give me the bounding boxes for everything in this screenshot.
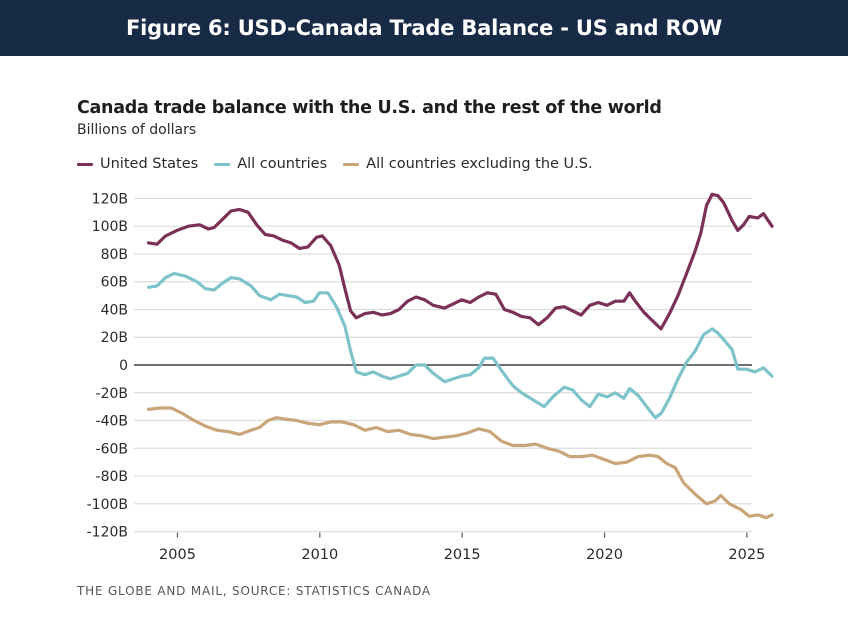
y-tick-label: -100B — [87, 497, 128, 513]
gridlines — [134, 197, 752, 533]
y-tick-label: -120B — [87, 525, 128, 541]
x-tick-label: 2005 — [159, 547, 196, 563]
x-axis: 2005 2010 2015 2020 2025 — [159, 532, 765, 563]
series-line-united-states — [146, 192, 774, 331]
y-tick-label: 0 — [119, 358, 128, 374]
legend-swatch-united-states — [77, 162, 93, 166]
legend-item-united-states: United States — [77, 156, 198, 172]
y-tick-label: 120B — [92, 191, 128, 207]
legend-label-united-states: United States — [100, 156, 199, 172]
legend-item-excluding-us: All countries excluding the U.S. — [343, 156, 593, 172]
y-tick-label: -80B — [96, 469, 128, 485]
y-tick-label: 40B — [101, 302, 128, 318]
legend-swatch-all-countries — [214, 162, 231, 166]
series-line-excluding-us — [146, 406, 774, 520]
y-tick-label: 20B — [101, 330, 128, 346]
chart-title: Canada trade balance with the U.S. and t… — [77, 98, 662, 118]
y-tick-label: -60B — [96, 441, 128, 457]
legend-label-excluding-us: All countries excluding the U.S. — [366, 156, 593, 172]
figure-title: Figure 6: USD-Canada Trade Balance - US … — [125, 16, 723, 40]
y-tick-label: -40B — [96, 414, 128, 430]
series-line-all-countries — [146, 271, 774, 420]
legend-label-all-countries: All countries — [237, 156, 328, 172]
x-tick-label: 2010 — [301, 547, 338, 563]
y-tick-label: 60B — [101, 275, 128, 291]
source-credit: THE GLOBE AND MAIL, SOURCE: STATISTICS C… — [77, 584, 431, 598]
series-lines — [146, 192, 774, 520]
y-tick-label: -20B — [96, 386, 128, 402]
chart-subtitle: Billions of dollars — [77, 122, 197, 138]
y-tick-label: 80B — [101, 247, 128, 263]
x-tick-label: 2025 — [728, 547, 765, 563]
figure-header: Figure 6: USD-Canada Trade Balance - US … — [0, 0, 848, 56]
chart-legend: United States All countries All countrie… — [77, 156, 609, 172]
x-tick-label: 2015 — [444, 547, 481, 563]
legend-item-all-countries: All countries — [214, 156, 327, 172]
y-tick-label: 100B — [92, 219, 128, 235]
legend-swatch-excluding-us — [343, 162, 360, 166]
x-tick-label: 2020 — [586, 547, 623, 563]
y-axis-tick-labels: 120B 100B 80B 60B 40B 20B 0 -20B -40B -60B -80B -10… — [87, 191, 128, 540]
